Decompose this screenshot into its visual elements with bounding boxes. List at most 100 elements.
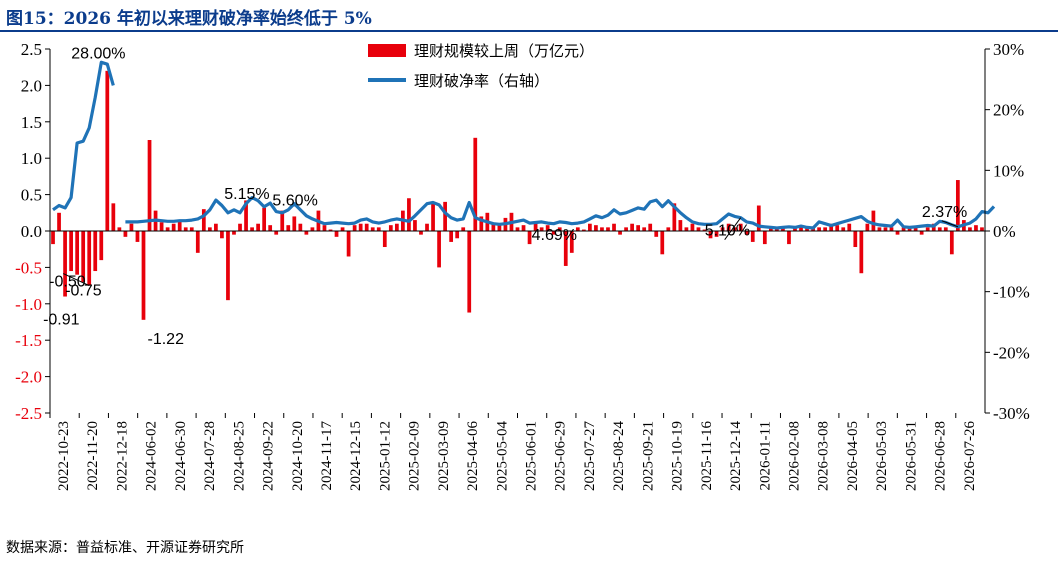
x-tick-label: 2025-03-09	[436, 421, 452, 491]
x-tick-label: 2025-08-24	[611, 421, 627, 491]
bar	[473, 137, 478, 231]
bar	[370, 227, 375, 231]
bar	[781, 227, 785, 231]
annotation-label: 28.00%	[71, 45, 125, 62]
left-tick-label: 0.0	[21, 222, 42, 241]
bar	[75, 231, 80, 275]
bar	[497, 223, 502, 231]
bar	[376, 227, 381, 231]
annotation-label: -0.50	[49, 274, 86, 291]
bar	[714, 231, 719, 237]
bar	[63, 231, 67, 297]
bar	[919, 231, 924, 235]
bar	[262, 207, 267, 231]
bar	[467, 231, 472, 313]
x-tick-label: 2022-12-18	[114, 421, 130, 491]
x-tick-label: 2024-11-17	[319, 421, 335, 491]
left-tick-label: -2.5	[15, 404, 42, 423]
bar	[407, 198, 411, 231]
bar	[606, 227, 610, 231]
bar	[346, 231, 351, 257]
left-tick-label: 0.5	[21, 186, 42, 205]
left-tick-label: 1.0	[21, 149, 42, 168]
bar	[943, 227, 948, 231]
legend-label: 理财规模较上周（万亿元）	[414, 42, 594, 60]
bar	[557, 227, 562, 231]
x-tick-label: 2024-06-30	[173, 421, 189, 491]
bar	[491, 223, 496, 231]
bar	[744, 231, 749, 235]
left-tick-label: 2.0	[21, 76, 42, 95]
bar	[195, 231, 200, 253]
bar	[618, 231, 622, 235]
bar	[183, 227, 188, 231]
bar	[895, 231, 900, 235]
bar	[214, 223, 218, 231]
bar	[123, 231, 128, 237]
source-note: 数据来源：普益标准、开源证券研究所	[6, 540, 244, 556]
bar	[431, 203, 435, 231]
bar	[111, 203, 116, 231]
bar	[135, 231, 140, 242]
bar	[787, 231, 791, 245]
x-tick-label: 2022-11-20	[85, 421, 101, 490]
right-tick-label: -30%	[993, 404, 1030, 423]
annotation-label: 4.69%	[532, 227, 577, 244]
x-tick-label: 2025-10-19	[670, 421, 686, 491]
bar	[141, 231, 146, 320]
bar	[292, 216, 297, 231]
annotation-leader	[63, 273, 90, 287]
bar	[799, 225, 803, 231]
bar	[756, 205, 761, 231]
bar	[612, 223, 616, 231]
x-tick-label: 2026-07-26	[962, 421, 978, 491]
right-axis: 30% 20% 10% 0% -10% -20% -30%	[985, 40, 1030, 423]
bar	[99, 231, 104, 261]
x-tick-label: 2024-07-28	[202, 421, 218, 491]
bar	[726, 223, 731, 231]
bar	[654, 231, 659, 237]
bar	[666, 227, 671, 231]
x-tick-label: 2025-12-14	[728, 421, 744, 491]
bar	[539, 227, 544, 231]
x-tick-label: 2024-09-22	[261, 421, 277, 491]
bar	[793, 227, 797, 231]
bar	[708, 231, 713, 239]
annotation-leader	[941, 220, 959, 228]
bar	[171, 223, 176, 231]
bar	[57, 212, 61, 231]
legend-label: 理财破净率（右轴）	[414, 72, 549, 90]
bar	[581, 229, 586, 231]
bar	[147, 140, 152, 231]
bar	[298, 223, 303, 231]
left-tick-label: -1.5	[15, 331, 42, 350]
x-tick-label: 2026-06-28	[933, 421, 949, 491]
bar	[244, 200, 248, 231]
bar	[461, 227, 466, 231]
bar	[720, 227, 725, 231]
bar	[588, 223, 592, 231]
bar	[955, 180, 960, 231]
bar	[678, 220, 683, 231]
bar	[232, 231, 236, 235]
bar	[479, 216, 484, 231]
legend-bar-swatch	[368, 44, 406, 57]
annotation-label: 5.15%	[224, 186, 269, 203]
x-tick-label: 2026-02-08	[787, 421, 803, 491]
left-tick-label: 1.5	[21, 113, 42, 132]
x-tick-label: 2025-02-09	[407, 421, 423, 491]
bar	[696, 227, 701, 231]
right-tick-label: 10%	[993, 161, 1024, 180]
bar	[93, 231, 98, 272]
bar	[974, 225, 978, 231]
bar	[81, 231, 86, 282]
bar	[159, 222, 164, 231]
bar	[310, 227, 315, 231]
right-tick-label: -10%	[993, 283, 1030, 302]
bar	[382, 231, 387, 248]
bar-series	[51, 70, 984, 320]
chart: 2.5 2.0 1.5 1.0 0.5 0.0 -0.5 -1.0 -1.5 -2.0 -2.5 3…	[15, 40, 1030, 491]
bar	[672, 203, 677, 231]
bar	[823, 227, 828, 231]
annotation-label: -1.22	[148, 331, 185, 348]
